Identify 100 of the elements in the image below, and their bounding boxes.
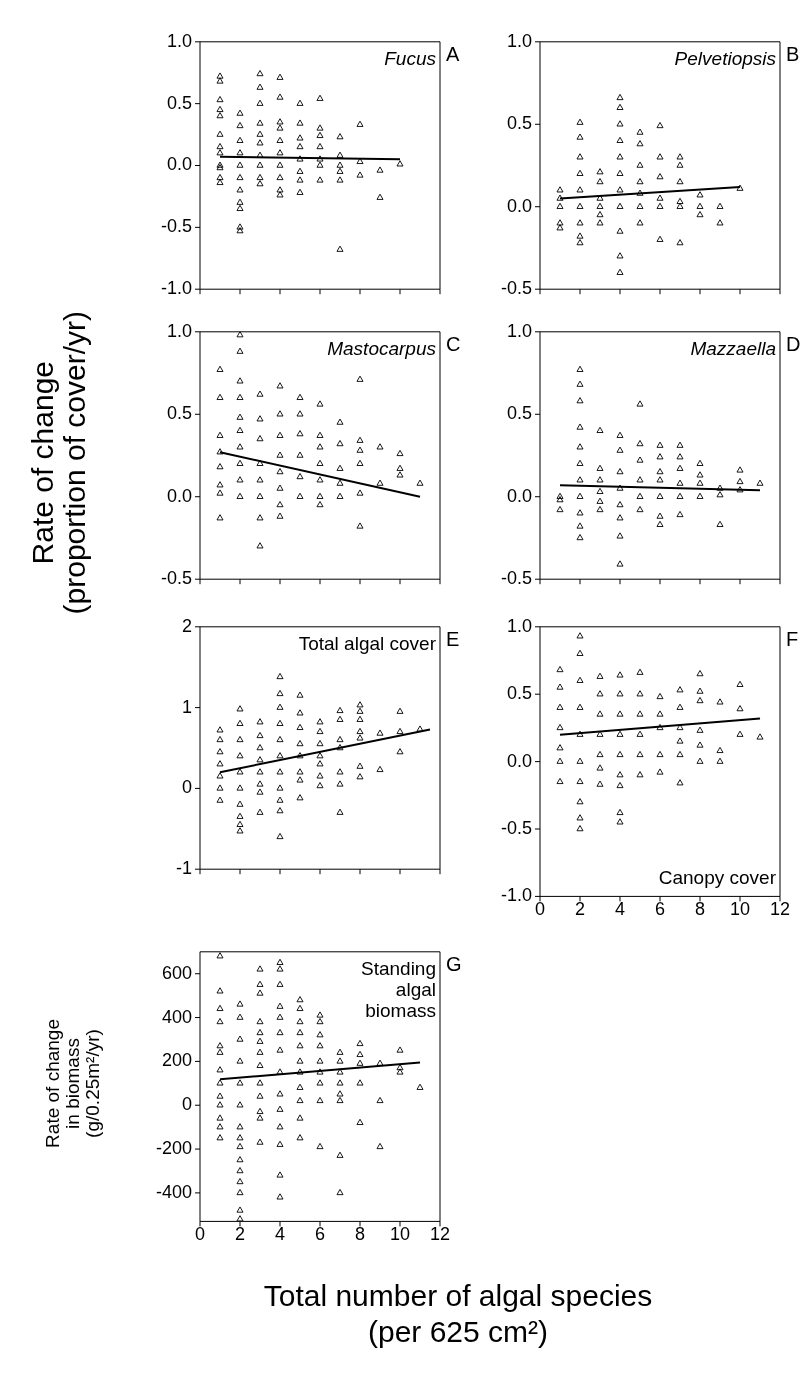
x-tick-label: 8	[354, 1224, 366, 1245]
y-tick-label: 0.5	[506, 683, 532, 704]
point	[676, 153, 684, 160]
point	[716, 484, 724, 491]
x-tick-label: 0	[194, 1224, 206, 1245]
point	[636, 505, 644, 513]
point	[576, 534, 584, 541]
y-tick-label: 0.5	[166, 403, 192, 424]
x-tick-label: 4	[274, 1224, 286, 1245]
point	[636, 189, 644, 196]
y-axis-title: Rate of change in biomass (g/0.25m²/yr)	[42, 1018, 103, 1148]
point	[636, 140, 644, 147]
point	[596, 168, 604, 175]
point	[616, 186, 624, 193]
point	[696, 492, 704, 499]
y-tick-label: -1.0	[160, 278, 192, 299]
point	[636, 476, 644, 483]
point	[616, 468, 624, 475]
point	[616, 501, 624, 508]
text: F	[786, 628, 799, 651]
point	[656, 492, 664, 499]
point	[696, 459, 704, 466]
point	[676, 161, 684, 168]
text: Canopy cover	[658, 867, 777, 889]
x-tick-label: 10	[729, 899, 751, 920]
y-tick-label: 0.0	[506, 750, 532, 771]
point	[636, 178, 644, 185]
point	[636, 161, 644, 168]
point	[596, 211, 604, 218]
point	[716, 202, 724, 209]
point	[576, 522, 584, 529]
point	[576, 397, 584, 404]
point	[576, 476, 584, 483]
point	[676, 202, 684, 209]
point	[576, 239, 584, 246]
point	[636, 440, 644, 447]
y-tick-label: -1	[175, 858, 192, 879]
point	[636, 202, 644, 209]
point	[596, 202, 604, 209]
y-tick-label: -0.5	[160, 568, 192, 589]
point	[636, 128, 644, 135]
point	[596, 497, 604, 504]
x-tick-label: 6	[314, 1224, 326, 1245]
chart-title: Mazzaella	[690, 337, 776, 359]
y-tick-label: 600	[161, 962, 192, 983]
point	[596, 178, 604, 185]
y-tick-label: -400	[155, 1181, 192, 1202]
point	[556, 186, 564, 193]
y-tick-label: 1.0	[166, 30, 192, 51]
point	[656, 173, 664, 180]
point	[616, 446, 624, 453]
point	[656, 453, 664, 460]
point	[736, 184, 744, 191]
point	[656, 194, 664, 201]
point	[656, 520, 664, 527]
point	[616, 227, 624, 234]
point	[576, 133, 584, 140]
x-tick-label: 6	[654, 899, 666, 920]
y-tick-label: 1.0	[506, 615, 532, 636]
point	[596, 476, 604, 483]
point	[696, 211, 704, 218]
chart-title: Pelvetiopsis	[674, 47, 777, 69]
point	[616, 120, 624, 127]
point	[576, 169, 584, 176]
x-tick-label: 4	[614, 899, 626, 920]
point	[576, 509, 584, 516]
y-tick-label: 0.0	[166, 485, 192, 506]
point	[656, 476, 664, 483]
text: Standing algal biomass	[360, 957, 436, 1021]
text: A	[446, 43, 460, 66]
y-tick-label: 0.0	[166, 154, 192, 175]
point	[656, 235, 664, 242]
point	[556, 224, 564, 231]
x-axis-title: Total number of algal species (per 625 cm²)	[262, 1278, 654, 1350]
text: G	[446, 953, 462, 976]
y-tick-label: -0.5	[500, 568, 532, 589]
point	[616, 202, 624, 209]
y-tick-label: -0.5	[500, 817, 532, 838]
x-tick-label: 8	[694, 899, 706, 920]
point	[616, 484, 624, 491]
y-tick-label: 1.0	[506, 320, 532, 341]
y-tick-label: -200	[155, 1138, 192, 1159]
point	[676, 479, 684, 486]
y-tick-label: 400	[161, 1006, 192, 1027]
point	[556, 202, 564, 209]
point	[656, 468, 664, 475]
point	[576, 365, 584, 372]
chart-title: Mastocarpus	[327, 337, 437, 359]
point	[676, 510, 684, 518]
y-tick-label: 0.5	[166, 92, 192, 113]
point	[616, 514, 624, 521]
chart-title: Total algal cover	[298, 632, 437, 654]
point	[616, 431, 624, 438]
y-tick-label: 1.0	[506, 30, 532, 51]
point	[576, 380, 584, 387]
point	[556, 505, 564, 513]
point	[656, 441, 664, 448]
point	[576, 202, 584, 209]
y-tick-label: 0	[181, 777, 192, 798]
point	[616, 532, 624, 539]
